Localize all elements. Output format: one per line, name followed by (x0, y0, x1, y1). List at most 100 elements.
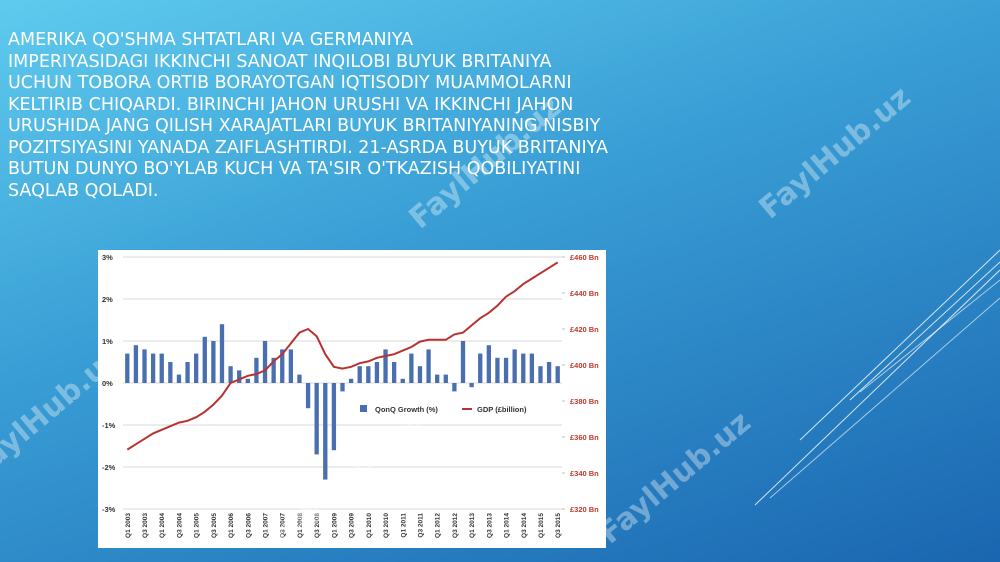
bar (391, 362, 397, 383)
text-line: KELTIRIB CHIQARDI. BIRINCHI JAHON URUSHI… (8, 94, 574, 115)
y-tick-label: 3% (102, 253, 113, 262)
legend-swatch (360, 405, 367, 412)
x-tick-label: Q1 2005 (194, 513, 201, 538)
x-tick-label: Q3 2006 (245, 513, 252, 538)
x-tick-label: Q1 2006 (228, 513, 235, 538)
bar (512, 349, 517, 383)
line (126, 261, 559, 451)
bar (495, 357, 500, 383)
x-tick-label: Q3 2007 (280, 513, 287, 538)
x-tick-label: Q3 2010 (383, 513, 390, 538)
y2-tick-label: £360 Bn (570, 433, 599, 442)
bar (280, 349, 285, 383)
x-tick-label: Q1 2015 (538, 513, 545, 538)
text-line: URUSHIDA JANG QILISH XARAJATLARI BUYUK B… (8, 116, 601, 136)
y2-tick-label: £320 Bn (570, 505, 599, 514)
bar (460, 341, 466, 383)
y2-tick-label: £340 Bn (570, 469, 599, 478)
bar (176, 374, 182, 383)
bar (168, 362, 173, 383)
bar (469, 383, 474, 388)
y-tick-label: 2% (102, 295, 113, 304)
x-tick-label: Q3 2009 (349, 513, 356, 538)
bar (366, 366, 371, 383)
bar (348, 378, 354, 383)
x-tick-label: Q3 2005 (211, 513, 218, 538)
x-tick-label: Q3 2015 (555, 513, 562, 538)
bar (271, 357, 276, 383)
bar (262, 341, 268, 383)
y-tick-label: 1% (102, 337, 113, 346)
x-tick-label: Q3 2014 (521, 513, 528, 538)
bar (305, 383, 311, 409)
x-tick-label: Q3 2012 (452, 513, 459, 538)
bar (374, 362, 380, 383)
x-tick-label: Q1 2011 (400, 513, 407, 538)
bar (555, 366, 560, 383)
bar (125, 353, 130, 383)
x-tick-label: Q1 2004 (159, 513, 166, 538)
text-line: BUTUN DUNYO BO'YLAB KUCH VA TA'SIR O'TKA… (8, 159, 581, 179)
bar (538, 366, 543, 383)
bar (185, 362, 190, 383)
bar (400, 378, 405, 383)
slide-text: AMERIKA QO'SHMA SHTATLARI VA GERMANIYA IM… (8, 30, 608, 202)
bar (357, 366, 362, 383)
bar (435, 374, 440, 383)
text-line: UCHUN TOBORA ORTIB BORAYOTGAN IQTISODIY … (8, 73, 572, 93)
bar (150, 353, 156, 383)
y2-tick-label: £400 Bn (570, 361, 599, 370)
bar (237, 370, 242, 383)
bar (486, 345, 491, 383)
text-line: POZITSIYASINI YANADA ZAIFLASHTIRDI. 21-A… (8, 137, 608, 158)
bar (323, 383, 328, 480)
bar (159, 353, 164, 383)
legend-label: GDP (£billion) (477, 405, 527, 414)
bar (331, 383, 337, 451)
x-tick-label: Q1 2014 (504, 513, 511, 538)
bar (340, 383, 345, 392)
bar (219, 324, 225, 383)
bar (194, 353, 199, 383)
y2-tick-label: £380 Bn (570, 397, 599, 406)
x-tick-label: Q1 2008 (297, 513, 304, 538)
bar (546, 362, 552, 383)
bar (417, 366, 423, 383)
x-tick-label: Q1 2007 (263, 513, 270, 538)
x-tick-label: Q3 2008 (314, 513, 321, 538)
bar (314, 383, 319, 455)
x-tick-label: Q1 2013 (469, 513, 476, 538)
x-tick-label: Q1 2012 (435, 513, 442, 538)
bar (478, 353, 483, 383)
text-line: SAQLAB QOLADI. (8, 180, 159, 201)
x-tick-label: Q3 2003 (142, 513, 149, 538)
x-tick-label: Q3 2004 (176, 513, 183, 538)
bar (228, 366, 233, 383)
bar (288, 349, 294, 383)
y2-tick-label: £460 Bn (570, 253, 599, 262)
bar (426, 349, 431, 383)
y-tick-label: 0% (102, 379, 113, 388)
y-tick-label: -2% (102, 463, 116, 472)
bar (521, 353, 526, 383)
chart: 3% 2% 1% 0% -1% -2% -3% £460 Bn £440 Bn £420 Bn £4… (98, 250, 606, 548)
bar (211, 341, 216, 383)
bar (142, 349, 147, 383)
bar (452, 383, 457, 392)
y-tick-label: -1% (102, 421, 116, 430)
bar (383, 349, 388, 383)
text-line: IMPERIYASIDAGI IKKINCHI SANOAT INQILOBI … (8, 51, 552, 72)
text-line: AMERIKA QO'SHMA SHTATLARI VA GERMANIYA (8, 30, 414, 50)
x-tick-label: Q1 2009 (331, 513, 338, 538)
x-tick-label: Q3 2011 (417, 513, 424, 538)
y-tick-label: -3% (102, 505, 116, 514)
bar (245, 378, 250, 383)
x-tick-label: Q1 2003 (125, 513, 132, 538)
legend-label: QonQ Growth (%) (375, 405, 438, 414)
bar (443, 374, 448, 383)
x-tick-label: Q1 2010 (366, 513, 373, 538)
x-tick-label: Q3 2013 (486, 513, 493, 538)
y2-tick-label: £420 Bn (570, 325, 599, 334)
bar (297, 374, 302, 383)
